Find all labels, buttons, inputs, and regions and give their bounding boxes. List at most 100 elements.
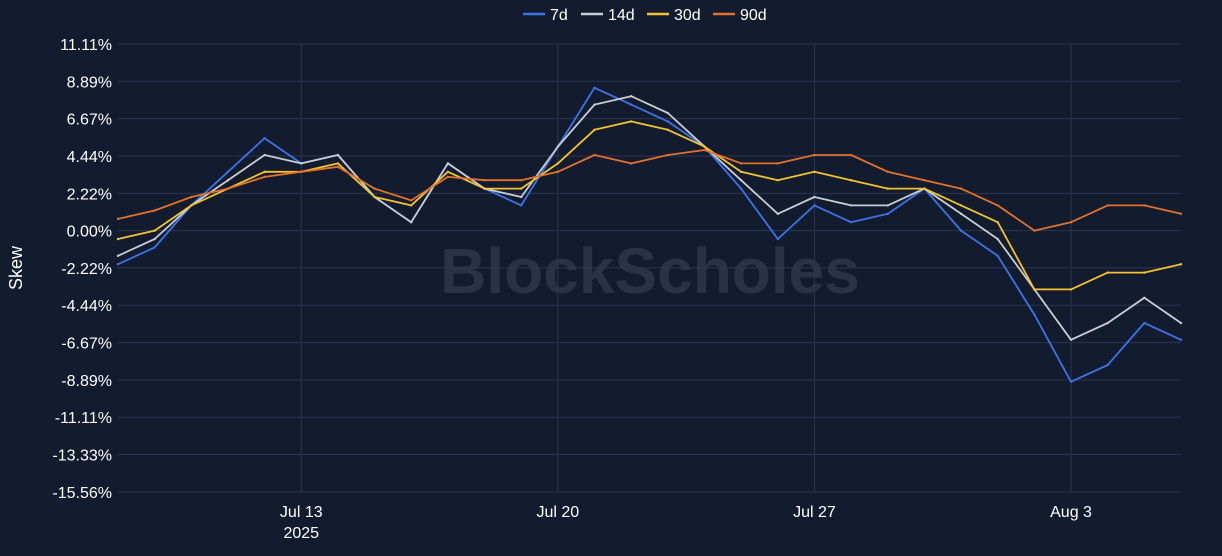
legend-label: 30d [674, 7, 701, 24]
data-point-90d [1033, 229, 1036, 232]
data-point-30d [373, 195, 376, 199]
data-point-14d [336, 153, 340, 157]
data-point-7d [593, 86, 596, 90]
data-point-90d [813, 153, 816, 157]
data-point-7d [739, 187, 743, 190]
data-point-90d [1143, 204, 1146, 207]
data-point-30d [446, 170, 450, 174]
x-tick-sublabel: 2025 [283, 525, 319, 542]
data-point-14d [1179, 321, 1183, 325]
legend-label: 14d [608, 7, 635, 24]
data-point-7d [226, 170, 230, 174]
legend[interactable]: 7d 14d 30d 90d [523, 7, 767, 24]
data-point-30d [739, 170, 743, 174]
legend-item-14d[interactable]: 14d [581, 7, 635, 24]
data-point-90d [1179, 212, 1183, 216]
data-point-30d [263, 170, 266, 174]
data-point-30d [153, 229, 156, 232]
data-point-14d [556, 145, 560, 148]
data-point-14d [1143, 296, 1146, 300]
y-axis-title: Skew [6, 245, 26, 290]
legend-item-7d[interactable]: 7d [523, 7, 568, 24]
data-point-7d [666, 120, 670, 123]
legend-item-30d[interactable]: 30d [647, 7, 701, 24]
data-point-14d [153, 237, 156, 241]
data-point-30d [849, 179, 853, 182]
data-point-7d [520, 204, 523, 207]
data-point-7d [776, 237, 779, 241]
data-point-30d [703, 145, 706, 148]
data-point-30d [923, 187, 926, 190]
legend-label: 90d [740, 7, 767, 24]
data-point-7d [153, 246, 156, 249]
data-point-7d [886, 212, 889, 216]
data-point-30d [776, 179, 779, 182]
data-point-90d [556, 170, 560, 174]
series-line-7d [117, 86, 1182, 383]
data-point-90d [520, 179, 523, 182]
data-point-90d [959, 187, 963, 190]
data-point-14d [1069, 338, 1073, 342]
data-point-90d [263, 175, 266, 179]
data-point-90d [1106, 204, 1109, 207]
data-point-14d [226, 179, 230, 182]
x-tick-label: Jul 20 [537, 504, 580, 521]
data-point-14d [813, 195, 816, 199]
data-point-14d [410, 221, 413, 224]
y-tick-label: -2.22% [61, 261, 112, 278]
data-point-90d [886, 170, 889, 174]
data-point-7d [263, 137, 266, 140]
series-line-14d [117, 95, 1182, 341]
data-point-7d [996, 254, 999, 258]
y-tick-label: -4.44% [61, 298, 112, 315]
data-point-14d [593, 103, 596, 106]
legend-item-90d[interactable]: 90d [713, 7, 767, 24]
y-tick-label: 11.11% [60, 37, 112, 54]
data-point-90d [153, 209, 156, 212]
data-point-90d [483, 179, 486, 182]
data-point-30d [410, 204, 413, 207]
data-point-14d [739, 179, 743, 182]
data-point-14d [1106, 321, 1109, 325]
data-point-14d [520, 195, 523, 199]
data-point-14d [886, 204, 889, 207]
y-tick-label: 6.67% [67, 112, 112, 129]
y-tick-label: -11.11% [55, 410, 112, 427]
data-point-30d [1033, 288, 1036, 291]
data-point-30d [116, 237, 120, 241]
data-point-90d [373, 187, 376, 190]
data-point-30d [483, 187, 486, 190]
data-point-90d [410, 199, 413, 202]
data-point-30d [1069, 288, 1073, 291]
data-point-7d [1033, 313, 1036, 316]
data-point-90d [226, 187, 230, 190]
data-point-7d [116, 263, 120, 266]
data-point-90d [996, 204, 999, 207]
data-point-90d [336, 165, 340, 168]
data-point-30d [520, 187, 523, 190]
y-tick-label: 2.22% [67, 186, 112, 203]
grid-lines [118, 43, 1181, 493]
data-point-7d [1069, 380, 1073, 384]
data-point-90d [629, 162, 633, 165]
data-point-90d [116, 217, 120, 221]
data-point-90d [1069, 221, 1073, 224]
data-point-14d [776, 212, 779, 216]
data-point-90d [849, 153, 853, 157]
data-point-90d [190, 195, 193, 199]
data-point-90d [300, 170, 303, 174]
data-point-90d [776, 162, 779, 165]
data-point-30d [190, 204, 193, 207]
data-point-30d [813, 170, 816, 174]
x-tick-label: Jul 13 [280, 504, 323, 521]
data-point-14d [263, 153, 266, 157]
y-tick-label: -13.33% [52, 448, 112, 465]
data-point-7d [1143, 321, 1146, 325]
data-point-30d [996, 221, 999, 224]
data-point-14d [300, 162, 303, 165]
data-point-7d [959, 229, 963, 232]
data-point-90d [923, 179, 926, 182]
data-point-7d [849, 221, 853, 224]
data-point-30d [336, 162, 340, 165]
data-point-14d [849, 204, 853, 207]
